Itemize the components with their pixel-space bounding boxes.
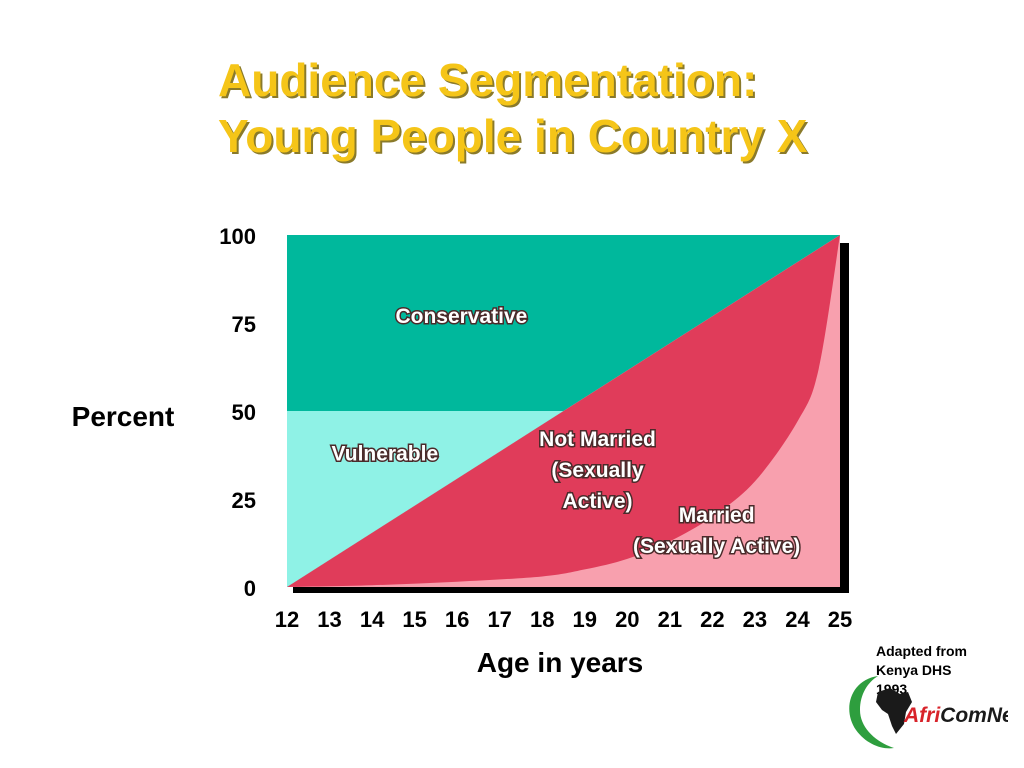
x-tick-label: 19	[573, 607, 597, 632]
x-tick-label: 12	[275, 607, 299, 632]
label-vulnerable: Vulnerable	[332, 442, 439, 465]
region-labels: Conservative Vulnerable Not Married (Sexual…	[330, 304, 802, 560]
x-tick-label: 25	[828, 607, 852, 632]
y-tick-label: 25	[232, 488, 256, 513]
x-tick-label: 20	[615, 607, 639, 632]
logo-text: AfriComNet	[903, 704, 1008, 727]
x-axis-ticks: 12 13 14 15 16 17 18 19 20 21 22 23 24 25	[275, 607, 852, 632]
x-tick-label: 15	[402, 607, 426, 632]
x-tick-label: 16	[445, 607, 469, 632]
x-axis-label: Age in years	[477, 647, 644, 678]
label-married-line: (Sexually Active)	[633, 535, 800, 558]
y-tick-label: 0	[244, 576, 256, 601]
logo-text-comnet: ComNet	[940, 704, 1008, 727]
label-conservative-line: Conservative	[395, 305, 527, 328]
x-tick-label: 23	[743, 607, 767, 632]
source-line-1: Adapted from	[876, 643, 967, 659]
x-tick-label: 22	[700, 607, 724, 632]
label-conservative: Conservative	[395, 305, 527, 328]
africa-swoosh-icon	[849, 676, 894, 749]
y-tick-label: 100	[219, 224, 256, 249]
y-tick-label: 50	[232, 400, 256, 425]
source-line-2: Kenya DHS	[876, 662, 952, 678]
area-series-group	[287, 235, 840, 587]
label-married: Married (Sexually Active)	[633, 504, 800, 558]
label-vulnerable-line: Vulnerable	[332, 442, 439, 465]
x-tick-label: 24	[785, 607, 810, 632]
label-not-married-line: Not Married	[539, 428, 656, 451]
slide-title-line-2: Young People in Country X	[218, 110, 808, 162]
x-tick-label: 14	[360, 607, 385, 632]
x-tick-label: 17	[487, 607, 511, 632]
africomnet-logo: AfriComNet	[849, 676, 1008, 749]
label-not-married: Not Married (Sexually Active)	[539, 428, 656, 513]
slide-title: Audience Segmentation: Young People in C…	[218, 52, 808, 164]
area-married	[287, 235, 840, 587]
logo-text-afri: Afri	[903, 704, 941, 727]
slide-title-line-1: Audience Segmentation:	[218, 54, 758, 106]
label-married-line: Married	[679, 504, 755, 527]
label-not-married-line: Active)	[563, 490, 633, 513]
area-not-married	[287, 235, 840, 587]
label-not-married-line: (Sexually	[551, 459, 644, 482]
y-axis-ticks: 0 25 50 75 100	[219, 224, 256, 601]
y-axis-label: Percent	[72, 401, 175, 432]
y-tick-label: 75	[232, 312, 256, 337]
x-tick-label: 18	[530, 607, 554, 632]
africa-map-icon	[876, 688, 912, 734]
x-tick-label: 13	[317, 607, 341, 632]
x-tick-label: 21	[658, 607, 682, 632]
